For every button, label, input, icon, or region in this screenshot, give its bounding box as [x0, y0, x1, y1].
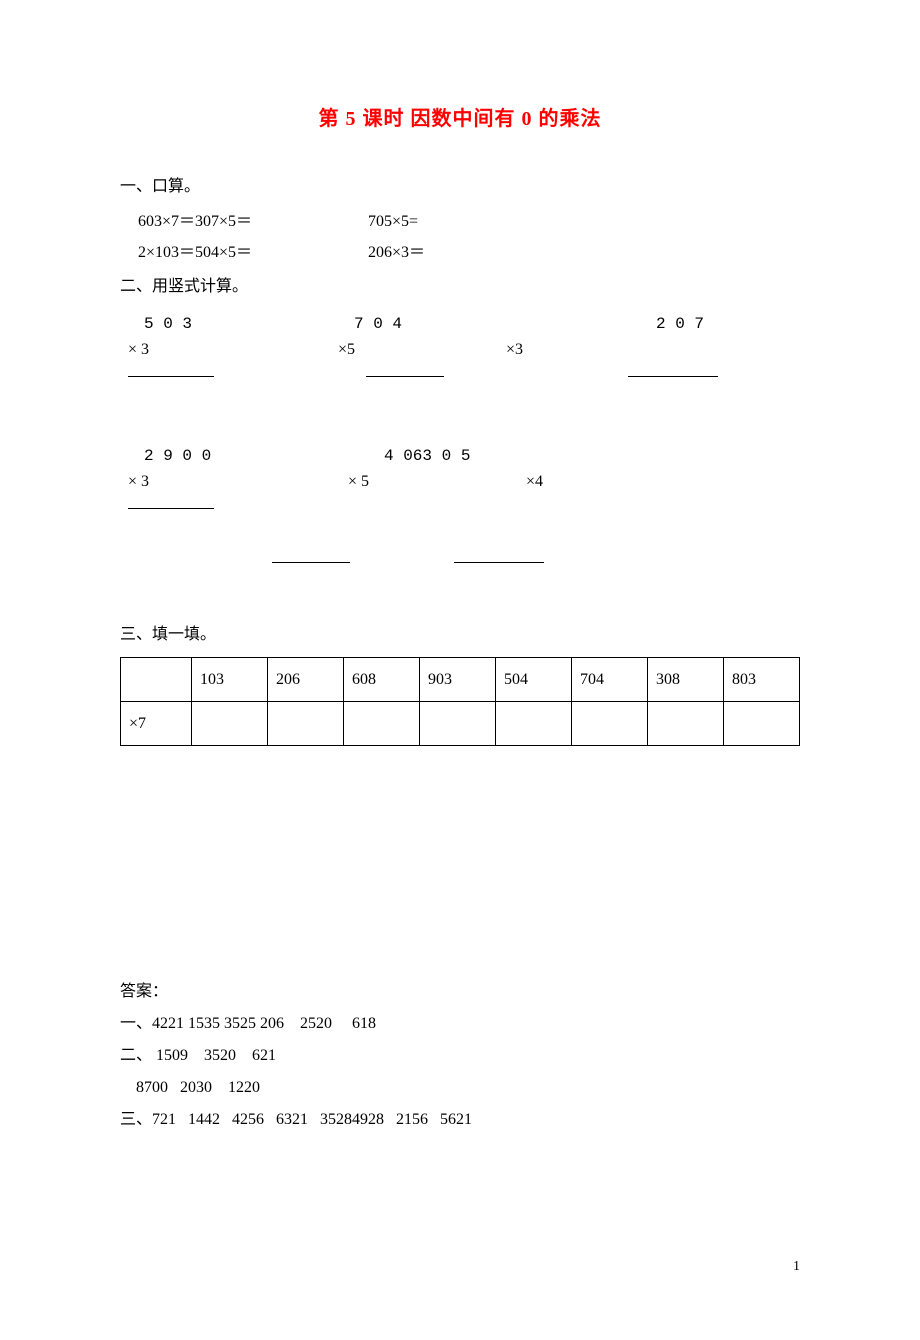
sec1-row1: 603×7＝307×5＝ 705×5= — [120, 206, 800, 237]
vcalc-bot: ×5 — [338, 337, 506, 363]
vcalc-a1: 5 0 3 — [144, 310, 354, 339]
answers-line: 二、 1509 3520 621 — [120, 1040, 800, 1072]
table-cell — [344, 701, 420, 745]
rule-line — [338, 360, 506, 386]
mc-q2: 705×5= — [368, 206, 488, 237]
vcalc-b3 — [516, 442, 656, 471]
answers-heading: 答案： — [120, 976, 800, 1008]
vcalc-top: 4 063 0 5 — [384, 442, 470, 471]
table-cell: 308 — [648, 657, 724, 701]
table-cell: 504 — [496, 657, 572, 701]
table-cell: 903 — [420, 657, 496, 701]
mc-q3: 2×103＝504×5＝ — [138, 237, 368, 268]
table-cell: ×7 — [121, 701, 192, 745]
sec3-heading: 三、填一填。 — [120, 619, 800, 650]
table-cell: 103 — [192, 657, 268, 701]
table-cell: 206 — [268, 657, 344, 701]
vcalc-top: 5 0 3 — [144, 310, 192, 339]
vertical-row-b-rules-1 — [120, 492, 800, 518]
vcalc-a2: 7 0 4 — [354, 310, 544, 339]
vertical-row-a-bottom: × 3 ×5 ×3 — [120, 337, 800, 363]
vcalc-b1: 2 9 0 0 — [144, 442, 352, 471]
rule-line — [454, 546, 544, 572]
answers-block: 答案： 一、4221 1535 3525 206 2520 618 二、 150… — [120, 976, 800, 1136]
table-cell — [420, 701, 496, 745]
table-cell — [724, 701, 800, 745]
answers-line: 8700 2030 1220 — [120, 1072, 800, 1104]
sec1-row2: 2×103＝504×5＝ 206×3＝ — [120, 237, 800, 268]
table-cell — [572, 701, 648, 745]
rule-line — [128, 360, 338, 386]
answers-line: 三、721 1442 4256 6321 35284928 2156 5621 — [120, 1104, 800, 1136]
vertical-row-b: 2 9 0 0 4 063 0 5 — [120, 442, 800, 471]
table-row: 103 206 608 903 504 704 308 803 — [121, 657, 800, 701]
table-cell — [496, 701, 572, 745]
rule-line — [128, 492, 228, 518]
vcalc-bot: × 5 — [348, 469, 468, 495]
vertical-row-a: 5 0 3 7 0 4 2 0 7 — [120, 310, 800, 339]
table-cell: 803 — [724, 657, 800, 701]
vertical-row-b-rules-2 — [120, 546, 800, 572]
table-cell — [121, 657, 192, 701]
vcalc-top: 7 0 4 — [354, 310, 402, 339]
vcalc-b2: 4 063 0 5 — [352, 442, 516, 471]
vcalc-top: 2 9 0 0 — [144, 442, 211, 471]
vcalc-bot: × 3 — [128, 337, 338, 363]
page-number: 1 — [793, 1253, 800, 1280]
worksheet-page: 第 5 课时 因数中间有 0 的乘法 一、口算。 603×7＝307×5＝ 70… — [0, 0, 920, 1340]
table-row: ×7 — [121, 701, 800, 745]
table-cell — [192, 701, 268, 745]
vertical-row-b-bottom: × 3 × 5 ×4 — [120, 469, 800, 495]
page-title: 第 5 课时 因数中间有 0 的乘法 — [120, 100, 800, 139]
fill-table-wrap: 103 206 608 903 504 704 308 803 ×7 — [120, 657, 800, 746]
rule-line — [272, 546, 362, 572]
vcalc-bot: ×3 — [506, 337, 523, 363]
sec2-heading: 二、用竖式计算。 — [120, 271, 800, 302]
vcalc-bot: × 3 — [128, 469, 228, 495]
fill-table: 103 206 608 903 504 704 308 803 ×7 — [120, 657, 800, 746]
vcalc-bot: ×4 — [526, 469, 543, 495]
vertical-row-a-rules — [120, 360, 800, 386]
mc-q4: 206×3＝ — [368, 237, 488, 268]
table-cell: 608 — [344, 657, 420, 701]
table-cell — [268, 701, 344, 745]
table-cell: 704 — [572, 657, 648, 701]
rule-line — [506, 360, 718, 386]
sec1-heading: 一、口算。 — [120, 171, 800, 202]
table-cell — [648, 701, 724, 745]
vcalc-top: 2 0 7 — [656, 310, 704, 339]
mc-q1: 603×7＝307×5＝ — [138, 206, 368, 237]
vcalc-a3: 2 0 7 — [544, 310, 684, 339]
answers-line: 一、4221 1535 3525 206 2520 618 — [120, 1008, 800, 1040]
